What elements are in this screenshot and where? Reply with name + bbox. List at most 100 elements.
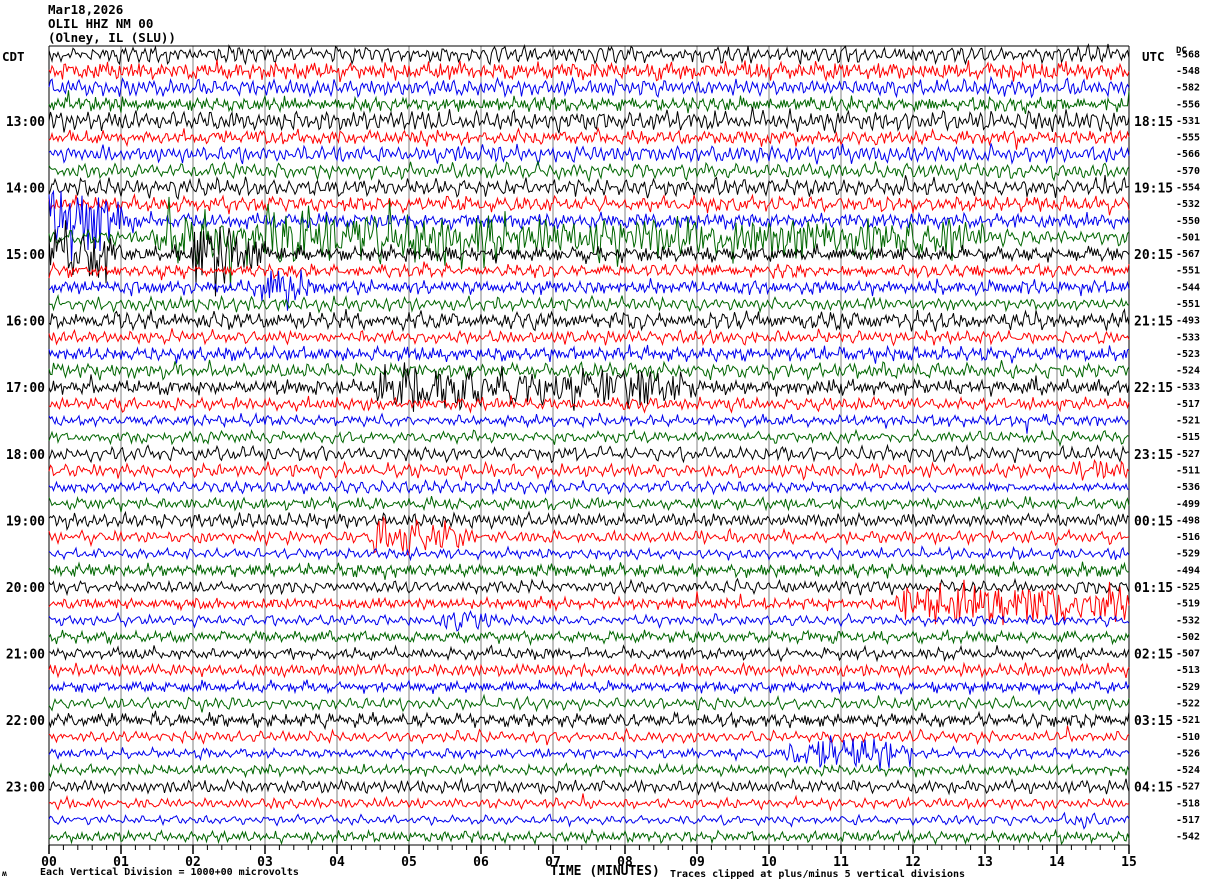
- dc-value: -515: [1176, 432, 1200, 443]
- trace-row-18: [48, 328, 1130, 347]
- trace-row-4: [48, 90, 1130, 115]
- dc-value: -521: [1176, 715, 1200, 726]
- dc-value: -542: [1176, 832, 1200, 843]
- dc-value: -511: [1176, 465, 1200, 476]
- dc-value: -533: [1176, 382, 1200, 393]
- trace-row-12: [48, 196, 1130, 289]
- trace-row-19: [48, 344, 1130, 364]
- left-hour-label: 16:00: [6, 315, 45, 330]
- trace-row-15: [48, 269, 1130, 311]
- dc-value: -498: [1176, 515, 1200, 526]
- x-tick-label: 05: [401, 855, 417, 870]
- trace-row-45: [48, 776, 1130, 796]
- left-hour-label: 13:00: [6, 115, 45, 130]
- dc-value: -529: [1176, 682, 1200, 693]
- trace-row-6: [48, 126, 1130, 150]
- trace-row-5: [48, 107, 1130, 134]
- trace-row-47: [48, 811, 1130, 830]
- trace-row-22: [48, 395, 1130, 414]
- dc-value: -524: [1176, 765, 1200, 776]
- dc-value: -554: [1176, 182, 1200, 193]
- dc-value: -527: [1176, 782, 1200, 793]
- dc-value: -570: [1176, 166, 1200, 177]
- dc-value: -532: [1176, 615, 1200, 626]
- left-timezone-label: CDT: [2, 49, 25, 64]
- x-tick-label: 14: [1049, 855, 1065, 870]
- dc-value: -567: [1176, 249, 1200, 260]
- dc-value: -525: [1176, 582, 1200, 593]
- trace-row-32: [48, 561, 1130, 580]
- dc-value: -551: [1176, 299, 1200, 310]
- trace-row-30: [48, 515, 1130, 556]
- trace-row-21: [48, 362, 1130, 412]
- right-hour-label: 21:15: [1134, 315, 1173, 330]
- trace-row-2: [48, 59, 1130, 83]
- trace-row-7: [48, 143, 1130, 167]
- trace-row-39: [48, 679, 1130, 695]
- dc-value: -533: [1176, 332, 1200, 343]
- trace-row-41: [48, 710, 1130, 731]
- x-tick-label: 12: [905, 855, 921, 870]
- title-date: Mar18,2026: [48, 2, 124, 17]
- x-tick-label: 11: [833, 855, 849, 870]
- x-tick-label: 08: [617, 855, 633, 870]
- dc-value: -536: [1176, 482, 1200, 493]
- left-hour-label: 23:00: [6, 781, 45, 796]
- x-tick-label: 03: [257, 855, 273, 870]
- dc-value: -550: [1176, 216, 1200, 227]
- trace-row-3: [48, 75, 1130, 99]
- dc-value: -519: [1176, 599, 1200, 610]
- trace-row-42: [48, 725, 1130, 746]
- dc-value: -517: [1176, 815, 1200, 826]
- right-hour-label: 03:15: [1134, 714, 1173, 729]
- trace-row-48: [48, 828, 1130, 846]
- trace-row-37: [48, 644, 1130, 663]
- right-hour-label: 23:15: [1134, 448, 1173, 463]
- x-tick-label: 10: [761, 855, 777, 870]
- dc-value: -526: [1176, 748, 1200, 759]
- trace-row-34: [48, 579, 1130, 626]
- trace-row-43: [48, 735, 1130, 771]
- right-hour-label: 22:15: [1134, 381, 1173, 396]
- dc-value: -544: [1176, 282, 1200, 293]
- left-hour-label: 21:00: [6, 648, 45, 663]
- x-tick-label: 15: [1121, 855, 1137, 870]
- footer-scale-note: Each Vertical Division = 1000+00 microvo…: [40, 867, 299, 878]
- x-tick-label: 02: [185, 855, 201, 870]
- trace-row-20: [48, 359, 1130, 382]
- dc-value: -556: [1176, 99, 1200, 110]
- trace-row-1: [48, 43, 1130, 66]
- dc-value: -518: [1176, 798, 1200, 809]
- left-hour-label: 14:00: [6, 181, 45, 196]
- dc-value: -510: [1176, 732, 1200, 743]
- trace-row-28: [48, 495, 1130, 513]
- dc-value: -523: [1176, 349, 1200, 360]
- trace-row-38: [48, 661, 1130, 679]
- left-hour-label: 19:00: [6, 514, 45, 529]
- trace-row-17: [48, 308, 1130, 332]
- trace-row-40: [48, 693, 1130, 713]
- trace-row-35: [48, 609, 1130, 632]
- x-tick-label: 07: [545, 855, 561, 870]
- dc-value: -499: [1176, 499, 1200, 510]
- dc-value: -517: [1176, 399, 1200, 410]
- dc-value: -582: [1176, 83, 1200, 94]
- right-hour-label: 02:15: [1134, 648, 1173, 663]
- x-tick-label: 01: [113, 855, 129, 870]
- dc-value: -568: [1176, 49, 1200, 60]
- right-hour-label: 01:15: [1134, 581, 1173, 596]
- trace-row-31: [48, 545, 1130, 562]
- x-tick-label: 09: [689, 855, 705, 870]
- trace-row-9: [48, 174, 1130, 201]
- dc-value: -513: [1176, 665, 1200, 676]
- dc-value: -493: [1176, 316, 1200, 327]
- dc-value: -521: [1176, 416, 1200, 427]
- x-tick-label: 00: [41, 855, 57, 870]
- trace-row-10: [48, 192, 1130, 216]
- dc-value: -502: [1176, 632, 1200, 643]
- trace-row-14: [48, 261, 1130, 281]
- dc-value: -555: [1176, 133, 1200, 144]
- trace-row-24: [48, 428, 1130, 448]
- x-tick-label: 13: [977, 855, 993, 870]
